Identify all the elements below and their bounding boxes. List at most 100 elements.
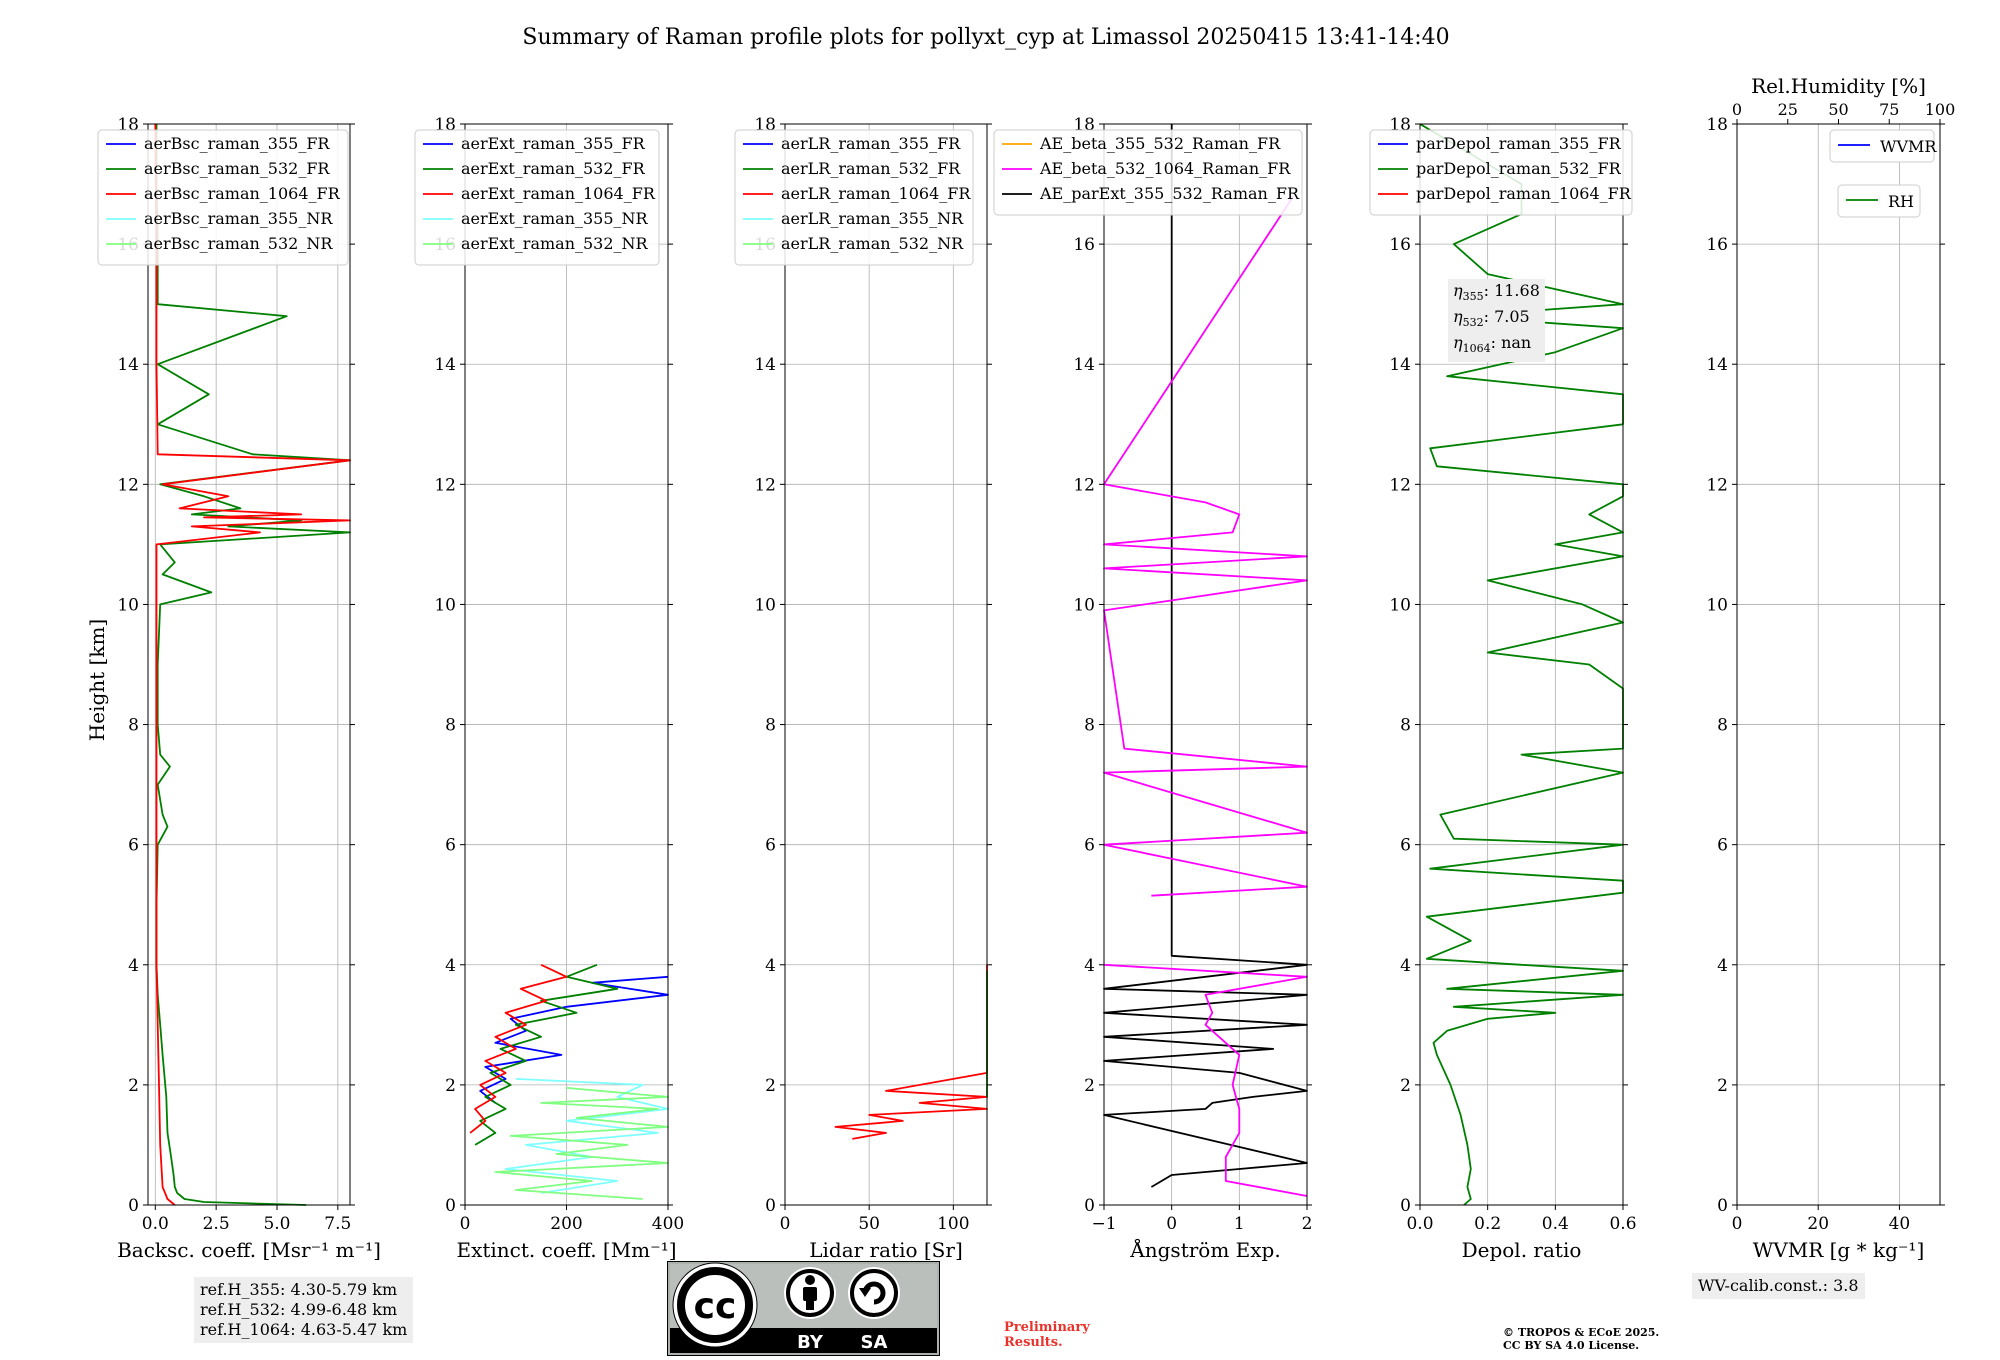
y-tick-label: 10 bbox=[754, 595, 776, 615]
y-tick-label: 12 bbox=[754, 475, 776, 495]
legend-label: aerExt_raman_532_NR bbox=[461, 234, 649, 253]
legend-label: aerBsc_raman_355_NR bbox=[144, 209, 333, 228]
legend-box bbox=[1369, 129, 1633, 216]
top-x-tick-label: 0 bbox=[1732, 100, 1742, 119]
series-line bbox=[474, 963, 619, 1146]
series-line bbox=[154, 123, 351, 1206]
x-axis-label: Extinct. coeff. [Mm⁻¹] bbox=[456, 1238, 676, 1262]
y-tick-label: 2 bbox=[1084, 1076, 1095, 1096]
preliminary-results-note: Preliminary Results. bbox=[1004, 1320, 1090, 1350]
legend-label: aerBsc_raman_532_NR bbox=[144, 234, 333, 253]
x-tick-label: 400 bbox=[652, 1214, 684, 1234]
series-line bbox=[1103, 195, 1308, 897]
y-tick-label: 4 bbox=[445, 956, 456, 976]
y-tick-label: 6 bbox=[1400, 836, 1411, 856]
series-line bbox=[479, 975, 669, 1104]
legend-box bbox=[414, 129, 660, 266]
legend-label: aerExt_raman_355_NR bbox=[461, 209, 649, 228]
x-tick-label: 0.6 bbox=[1609, 1214, 1636, 1234]
series-line bbox=[494, 1087, 669, 1200]
y-tick-label: 4 bbox=[1717, 956, 1728, 976]
y-tick-label: 10 bbox=[434, 595, 456, 615]
y-tick-label: 6 bbox=[445, 836, 456, 856]
eta-box: η355: 11.68 η532: 7.05 η1064: nan bbox=[1448, 279, 1545, 362]
y-tick-label: 18 bbox=[1706, 115, 1728, 135]
plot-frame bbox=[784, 123, 988, 1206]
y-tick-label: 8 bbox=[1084, 716, 1095, 736]
legend-label: WVMR bbox=[1880, 137, 1937, 156]
y-tick-label: 16 bbox=[1389, 235, 1411, 255]
y-tick-label: 6 bbox=[1717, 836, 1728, 856]
y-tick-label: 6 bbox=[1084, 836, 1095, 856]
x-tick-label: 200 bbox=[550, 1214, 582, 1234]
series-line bbox=[469, 963, 568, 1134]
y-axis-label: Height [km] bbox=[85, 619, 109, 741]
y-tick-label: 8 bbox=[128, 716, 139, 736]
plot-frame bbox=[1103, 123, 1308, 1206]
x-tick-label: 0 bbox=[460, 1214, 471, 1234]
y-tick-label: 2 bbox=[445, 1076, 456, 1096]
cc-by-sa-license-badge: cc BY SA bbox=[667, 1261, 940, 1356]
y-tick-label: 4 bbox=[1400, 956, 1411, 976]
legend-label: AE_beta_532_1064_Raman_FR bbox=[1039, 159, 1291, 178]
y-tick-label: 14 bbox=[434, 355, 456, 375]
legend-label: aerBsc_raman_532_FR bbox=[144, 159, 330, 178]
legend-label: aerExt_raman_1064_FR bbox=[461, 184, 656, 203]
y-tick-label: 10 bbox=[1389, 595, 1411, 615]
figure-title: Summary of Raman profile plots for polly… bbox=[522, 25, 1449, 50]
legend-label: parDepol_raman_532_FR bbox=[1416, 159, 1622, 178]
legend-box bbox=[993, 129, 1303, 216]
x-axis-label: Backsc. coeff. [Msr⁻¹ m⁻¹] bbox=[117, 1238, 381, 1262]
legend-label: AE_parExt_355_532_Raman_FR bbox=[1039, 184, 1300, 203]
top-x-tick-label: 50 bbox=[1828, 100, 1848, 119]
y-tick-label: 4 bbox=[128, 956, 139, 976]
y-tick-label: 8 bbox=[1400, 716, 1411, 736]
x-tick-label: 0.0 bbox=[1406, 1214, 1433, 1234]
x-axis-label: Depol. ratio bbox=[1462, 1238, 1582, 1262]
svg-text:BY: BY bbox=[797, 1332, 824, 1353]
y-tick-label: 12 bbox=[1073, 475, 1095, 495]
svg-text:SA: SA bbox=[861, 1332, 888, 1353]
cc-logo-icon: cc bbox=[672, 1262, 758, 1348]
x-tick-label: 0 bbox=[1166, 1214, 1177, 1234]
x-axis-label: Ångström Exp. bbox=[1129, 1237, 1280, 1262]
legend-box bbox=[97, 129, 349, 266]
y-tick-label: 0 bbox=[128, 1196, 139, 1216]
y-tick-label: 8 bbox=[1717, 716, 1728, 736]
plot-frame bbox=[147, 123, 351, 1206]
y-tick-label: 2 bbox=[1717, 1076, 1728, 1096]
x-tick-label: 5.0 bbox=[263, 1214, 290, 1234]
legend-label: aerBsc_raman_1064_FR bbox=[144, 184, 341, 203]
y-tick-label: 14 bbox=[1073, 355, 1095, 375]
y-tick-label: 12 bbox=[1389, 475, 1411, 495]
svg-text:cc: cc bbox=[694, 1286, 737, 1327]
y-tick-label: 8 bbox=[765, 716, 776, 736]
ref-h-532: ref.H_532: 4.99-6.48 km bbox=[200, 1300, 398, 1319]
x-axis-label: WVMR [g * kg⁻¹] bbox=[1753, 1238, 1925, 1262]
y-tick-label: 0 bbox=[1717, 1196, 1728, 1216]
x-tick-label: 0.0 bbox=[142, 1214, 169, 1234]
series-line bbox=[155, 124, 351, 1206]
y-tick-label: 6 bbox=[128, 836, 139, 856]
y-tick-label: 10 bbox=[1073, 595, 1095, 615]
y-tick-label: 10 bbox=[1706, 595, 1728, 615]
x-tick-label: 1 bbox=[1234, 1214, 1245, 1234]
eta-532: η532: 7.05 bbox=[1453, 307, 1530, 330]
y-tick-label: 0 bbox=[1084, 1196, 1095, 1216]
y-tick-label: 14 bbox=[1706, 355, 1728, 375]
top-x-tick-label: 75 bbox=[1879, 100, 1899, 119]
legend-label: aerLR_raman_532_NR bbox=[781, 234, 964, 253]
legend-label: aerExt_raman_532_FR bbox=[461, 159, 646, 178]
y-tick-label: 16 bbox=[1706, 235, 1728, 255]
x-tick-label: 2 bbox=[1302, 1214, 1313, 1234]
series-line bbox=[1103, 963, 1308, 1197]
eta-1064: η1064: nan bbox=[1453, 333, 1532, 356]
series-line bbox=[1103, 124, 1308, 1188]
x-tick-label: 40 bbox=[1889, 1214, 1911, 1234]
y-tick-label: 14 bbox=[117, 355, 139, 375]
legend-label: AE_beta_355_532_Raman_FR bbox=[1039, 134, 1281, 153]
